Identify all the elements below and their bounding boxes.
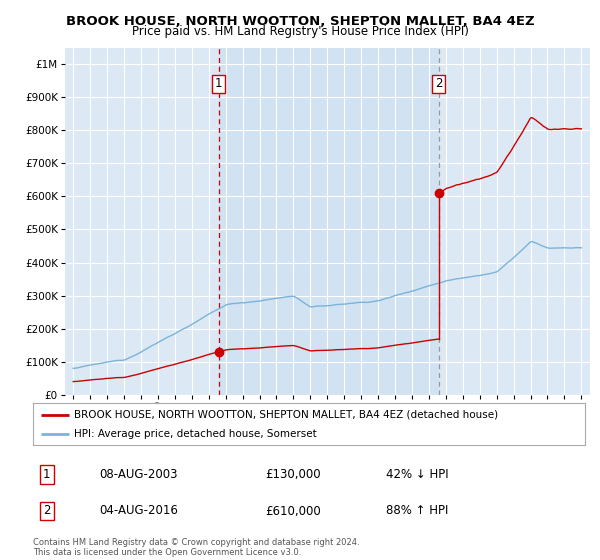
Bar [218, 48, 439, 395]
Text: Contains HM Land Registry data © Crown copyright and database right 2024.
This d: Contains HM Land Registry data © Crown c… [33, 538, 359, 557]
Text: 1: 1 [43, 468, 50, 481]
Text: £610,000: £610,000 [265, 505, 320, 517]
Text: BROOK HOUSE, NORTH WOOTTON, SHEPTON MALLET, BA4 4EZ: BROOK HOUSE, NORTH WOOTTON, SHEPTON MALL… [65, 15, 535, 28]
Text: £130,000: £130,000 [265, 468, 320, 481]
Text: 88% ↑ HPI: 88% ↑ HPI [386, 505, 449, 517]
Text: HPI: Average price, detached house, Somerset: HPI: Average price, detached house, Some… [74, 429, 317, 439]
Text: 2: 2 [43, 505, 50, 517]
Text: 04-AUG-2016: 04-AUG-2016 [99, 505, 178, 517]
Text: 1: 1 [215, 77, 223, 91]
Text: BROOK HOUSE, NORTH WOOTTON, SHEPTON MALLET, BA4 4EZ (detached house): BROOK HOUSE, NORTH WOOTTON, SHEPTON MALL… [74, 409, 499, 419]
Text: 2: 2 [435, 77, 442, 91]
Text: Price paid vs. HM Land Registry's House Price Index (HPI): Price paid vs. HM Land Registry's House … [131, 25, 469, 39]
Text: 08-AUG-2003: 08-AUG-2003 [99, 468, 178, 481]
Text: 42% ↓ HPI: 42% ↓ HPI [386, 468, 449, 481]
